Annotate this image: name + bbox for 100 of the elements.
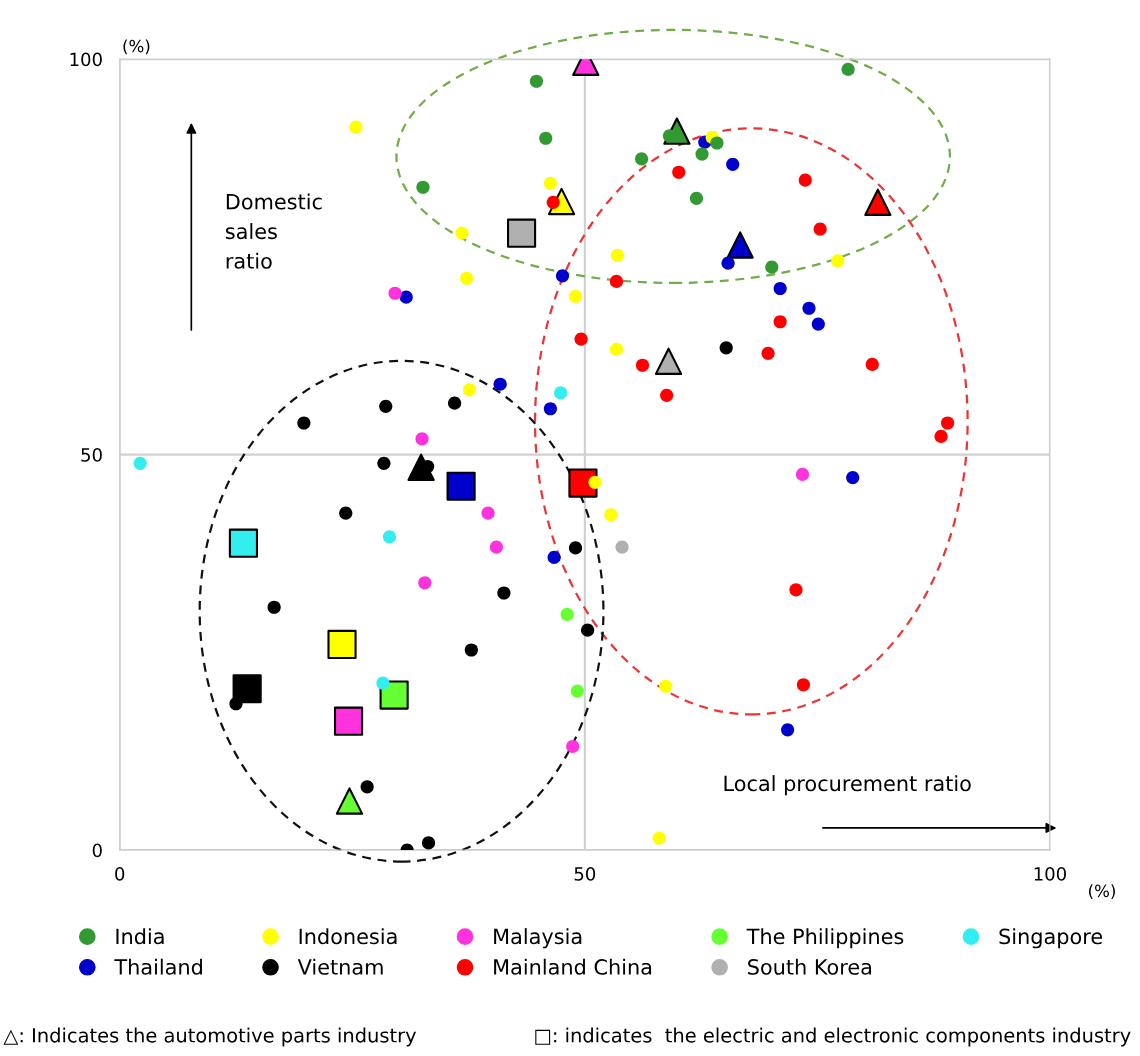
- point: [543, 402, 557, 416]
- point: [574, 332, 588, 346]
- point: [543, 176, 557, 190]
- point: [377, 456, 391, 470]
- point: [546, 195, 560, 209]
- point: [609, 342, 624, 356]
- point: [416, 180, 430, 194]
- legend-label: The Philippines: [746, 928, 904, 949]
- point: [781, 723, 795, 737]
- point: [811, 317, 825, 331]
- x-tick-label: 50: [574, 867, 596, 881]
- point: [489, 540, 504, 554]
- text: △: Indicates the automotive parts industry: [3, 1027, 417, 1047]
- point: [327, 629, 357, 660]
- point: [464, 643, 478, 657]
- point: [710, 136, 724, 150]
- point: [570, 684, 584, 698]
- point: [568, 289, 583, 304]
- point: [864, 188, 892, 216]
- point: [695, 147, 709, 161]
- point: [382, 530, 397, 544]
- point: [659, 679, 673, 693]
- point: [652, 831, 666, 845]
- legend-label: India: [116, 928, 164, 945]
- point: [228, 528, 258, 558]
- point: [560, 607, 574, 621]
- point: [415, 432, 429, 446]
- y-axis-title: Domestic sales ratio: [225, 193, 322, 269]
- point: [634, 152, 649, 166]
- point: [796, 678, 811, 692]
- point: [566, 739, 580, 754]
- point: [689, 191, 704, 205]
- point: [493, 377, 507, 391]
- text: □: indicates the electric and electronic components industry: [535, 1027, 1131, 1047]
- point: [232, 674, 262, 704]
- point: [654, 347, 683, 375]
- legend-label: Indonesia: [299, 928, 397, 945]
- point: [418, 576, 432, 590]
- point: [726, 231, 754, 259]
- point: [610, 248, 624, 262]
- point: [506, 218, 537, 248]
- y-tick-label: 0: [92, 843, 102, 858]
- point: [133, 456, 147, 470]
- point: [609, 274, 624, 288]
- point: [360, 780, 374, 794]
- legend-label: Thailand: [114, 958, 202, 975]
- y-tick-label: 50: [81, 448, 102, 462]
- point: [376, 676, 390, 690]
- point: [588, 475, 602, 489]
- point: [379, 399, 393, 413]
- point: [421, 836, 436, 850]
- point: [802, 301, 816, 315]
- legend-label: Vietnam: [297, 958, 383, 975]
- legend-label: Malaysia: [494, 928, 582, 949]
- x-axis-title: Local procurement ratio: [724, 775, 971, 796]
- text: (%): [1088, 884, 1115, 900]
- point: [581, 623, 595, 637]
- point: [841, 62, 855, 77]
- point: [339, 506, 353, 520]
- point: [865, 357, 879, 372]
- point: [547, 550, 561, 565]
- point: [773, 281, 787, 296]
- point: [388, 286, 402, 300]
- y-tick-label: 100: [70, 52, 102, 67]
- point: [481, 506, 495, 520]
- point: [446, 471, 476, 501]
- x-tick-label: 100: [1034, 867, 1066, 881]
- legend-label: Mainland China: [494, 958, 652, 975]
- point: [539, 131, 553, 145]
- point: [460, 271, 474, 285]
- point: [448, 396, 462, 410]
- point: [726, 157, 740, 171]
- point: [795, 467, 810, 481]
- point: [335, 787, 364, 815]
- point: [721, 256, 735, 270]
- point: [846, 470, 860, 485]
- point: [672, 165, 686, 179]
- point: [615, 540, 629, 554]
- point: [660, 388, 674, 402]
- point: [798, 173, 812, 187]
- point: [813, 222, 827, 236]
- point: [379, 680, 409, 710]
- point: [462, 383, 477, 397]
- point: [333, 706, 364, 736]
- point: [761, 346, 775, 360]
- point: [934, 429, 948, 443]
- point: [229, 697, 243, 711]
- point: [568, 541, 583, 555]
- point: [529, 74, 544, 88]
- point: [831, 254, 845, 268]
- point: [635, 358, 650, 372]
- point: [719, 341, 733, 355]
- x-tick-label: 0: [115, 867, 125, 881]
- point: [604, 508, 618, 522]
- point: [497, 586, 511, 600]
- legend-label: South Korea: [748, 958, 872, 975]
- point: [789, 583, 803, 597]
- text: (%): [123, 39, 150, 55]
- point: [773, 315, 787, 329]
- legend-label: Singapore: [999, 928, 1103, 949]
